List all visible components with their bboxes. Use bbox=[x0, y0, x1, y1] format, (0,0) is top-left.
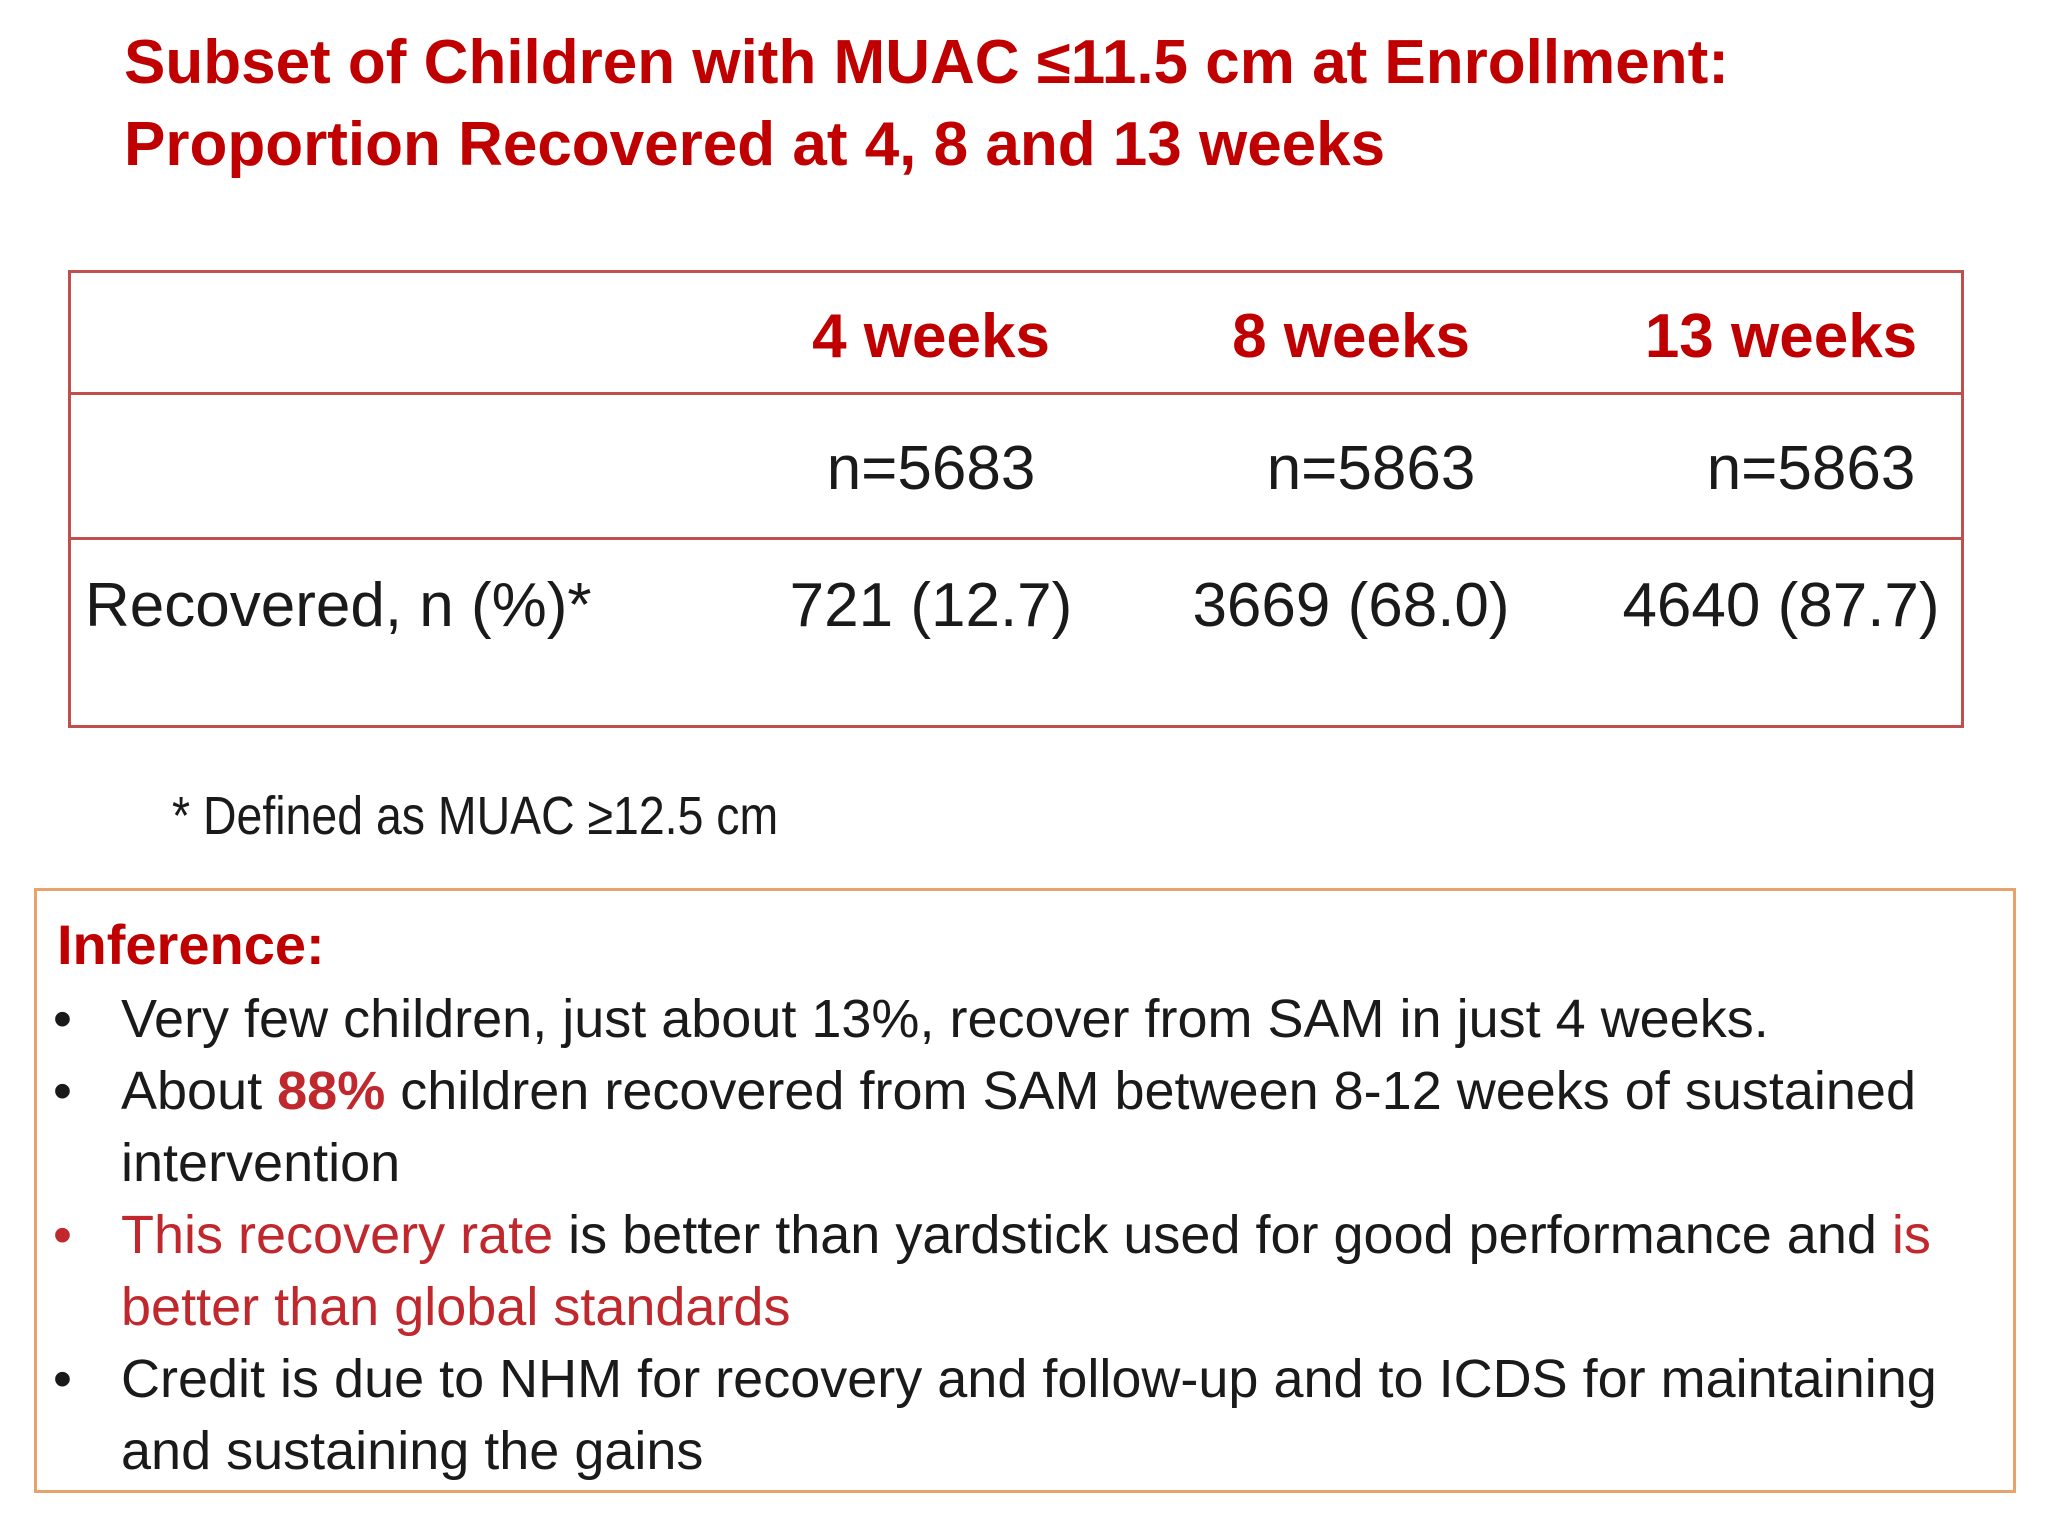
n-value-13-weeks: n=5863 bbox=[1706, 434, 1916, 503]
inference-title: Inference: bbox=[57, 913, 325, 976]
bullet-1-text: Very few children, just about 13%, recov… bbox=[121, 989, 1769, 1049]
n-value-8-weeks: n=5863 bbox=[1266, 434, 1476, 503]
table-header-row: 4 weeks 8 weeks 13 weeks bbox=[71, 273, 1961, 395]
column-header-4-weeks: 4 weeks bbox=[812, 302, 1050, 371]
bullet-2-text-start: About bbox=[121, 1061, 278, 1121]
slide-title: Subset of Children with MUAC ≤11.5 cm at… bbox=[124, 22, 1729, 186]
bullet-3-highlight-2: is better than global standards bbox=[121, 1205, 1931, 1337]
table-row-recovered: Recovered, n (%)* 721 (12.7) 3669 (68.0)… bbox=[71, 540, 1961, 725]
inference-bullet-2: • About 88% children recovered from SAM b… bbox=[37, 1055, 2001, 1199]
recovered-value-8-weeks: 3669 (68.0) bbox=[1192, 571, 1510, 640]
bullet-marker: • bbox=[53, 1205, 72, 1265]
column-header-13-weeks: 13 weeks bbox=[1644, 302, 1918, 371]
inference-bullet-list: • Very few children, just about 13%, reco… bbox=[37, 983, 2001, 1487]
slide-title-line-2: Proportion Recovered at 4, 8 and 13 week… bbox=[124, 110, 1386, 179]
bullet-2-text-end: children recovered from SAM between 8-12… bbox=[121, 1061, 1916, 1193]
n-value-4-weeks: n=5683 bbox=[826, 434, 1036, 503]
inference-bullet-1: • Very few children, just about 13%, reco… bbox=[37, 983, 2001, 1055]
bullet-marker: • bbox=[53, 1349, 72, 1409]
recovered-value-13-weeks: 4640 (87.7) bbox=[1622, 571, 1940, 640]
inference-box: Inference: • Very few children, just abou… bbox=[34, 888, 2016, 1493]
bullet-marker: • bbox=[53, 989, 72, 1049]
bullet-3-text-middle: is better than yardstick used for good p… bbox=[553, 1205, 1892, 1265]
bullet-4-text: Credit is due to NHM for recovery and fo… bbox=[121, 1349, 1937, 1481]
inference-bullet-4: • Credit is due to NHM for recovery and f… bbox=[37, 1343, 2001, 1487]
slide-title-line-1: Subset of Children with MUAC ≤11.5 cm at… bbox=[124, 28, 1729, 97]
inference-bullet-3: • This recovery rate is better than yards… bbox=[37, 1199, 2001, 1343]
bullet-marker: • bbox=[53, 1061, 72, 1121]
recovered-row-label: Recovered, n (%)* bbox=[85, 571, 592, 640]
recovered-value-4-weeks: 721 (12.7) bbox=[789, 571, 1073, 640]
column-header-8-weeks: 8 weeks bbox=[1232, 302, 1470, 371]
table-row-sample-size: n=5683 n=5863 n=5863 bbox=[71, 395, 1961, 540]
bullet-2-highlight: 88% bbox=[277, 1061, 386, 1121]
recovery-table: 4 weeks 8 weeks 13 weeks n=5683 n=5863 n… bbox=[68, 270, 1964, 728]
bullet-3-highlight-1: This recovery rate bbox=[121, 1205, 554, 1265]
table-footnote: * Defined as MUAC ≥12.5 cm bbox=[172, 786, 779, 846]
